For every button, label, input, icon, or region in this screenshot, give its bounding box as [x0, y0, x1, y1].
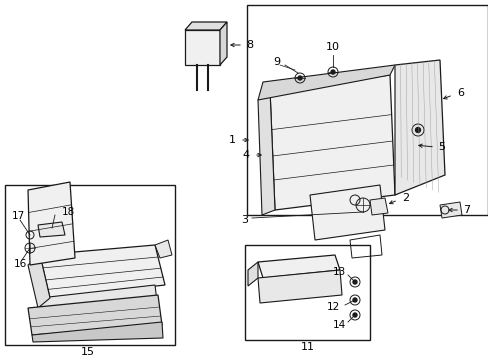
Text: 10: 10	[325, 42, 339, 52]
Polygon shape	[40, 285, 158, 322]
Polygon shape	[40, 245, 164, 298]
Text: 9: 9	[272, 57, 280, 67]
Polygon shape	[269, 75, 394, 210]
Circle shape	[352, 298, 356, 302]
Circle shape	[297, 76, 302, 80]
Text: 11: 11	[301, 342, 314, 352]
Polygon shape	[155, 240, 172, 258]
Polygon shape	[220, 22, 226, 65]
Polygon shape	[184, 30, 220, 65]
Polygon shape	[247, 262, 258, 286]
Polygon shape	[258, 90, 274, 215]
Polygon shape	[258, 65, 394, 100]
Text: 12: 12	[326, 302, 339, 312]
Polygon shape	[184, 22, 226, 30]
Polygon shape	[28, 182, 75, 265]
Text: 17: 17	[11, 211, 24, 221]
Text: 5: 5	[437, 142, 444, 152]
Polygon shape	[258, 255, 339, 278]
Text: 15: 15	[81, 347, 95, 357]
Circle shape	[415, 127, 420, 132]
Circle shape	[352, 280, 356, 284]
Circle shape	[352, 313, 356, 317]
Text: 6: 6	[456, 88, 463, 98]
Bar	[244, 245, 369, 340]
Text: 7: 7	[462, 205, 469, 215]
Text: 8: 8	[245, 40, 253, 50]
Text: 16: 16	[13, 259, 26, 269]
Polygon shape	[309, 185, 384, 240]
Bar	[5, 185, 175, 345]
Text: 3: 3	[241, 215, 247, 225]
Polygon shape	[258, 270, 341, 303]
Polygon shape	[28, 255, 50, 308]
Text: 14: 14	[332, 320, 346, 330]
Bar	[246, 5, 487, 215]
Text: 4: 4	[243, 150, 249, 160]
Polygon shape	[28, 295, 162, 335]
Text: 2: 2	[401, 193, 408, 203]
Circle shape	[330, 70, 334, 74]
Text: 13: 13	[332, 267, 346, 277]
Polygon shape	[32, 322, 163, 342]
Polygon shape	[394, 60, 444, 195]
Text: 1: 1	[228, 135, 236, 145]
Polygon shape	[38, 222, 65, 237]
Text: 18: 18	[62, 207, 75, 217]
Polygon shape	[439, 202, 461, 218]
Polygon shape	[369, 198, 387, 215]
